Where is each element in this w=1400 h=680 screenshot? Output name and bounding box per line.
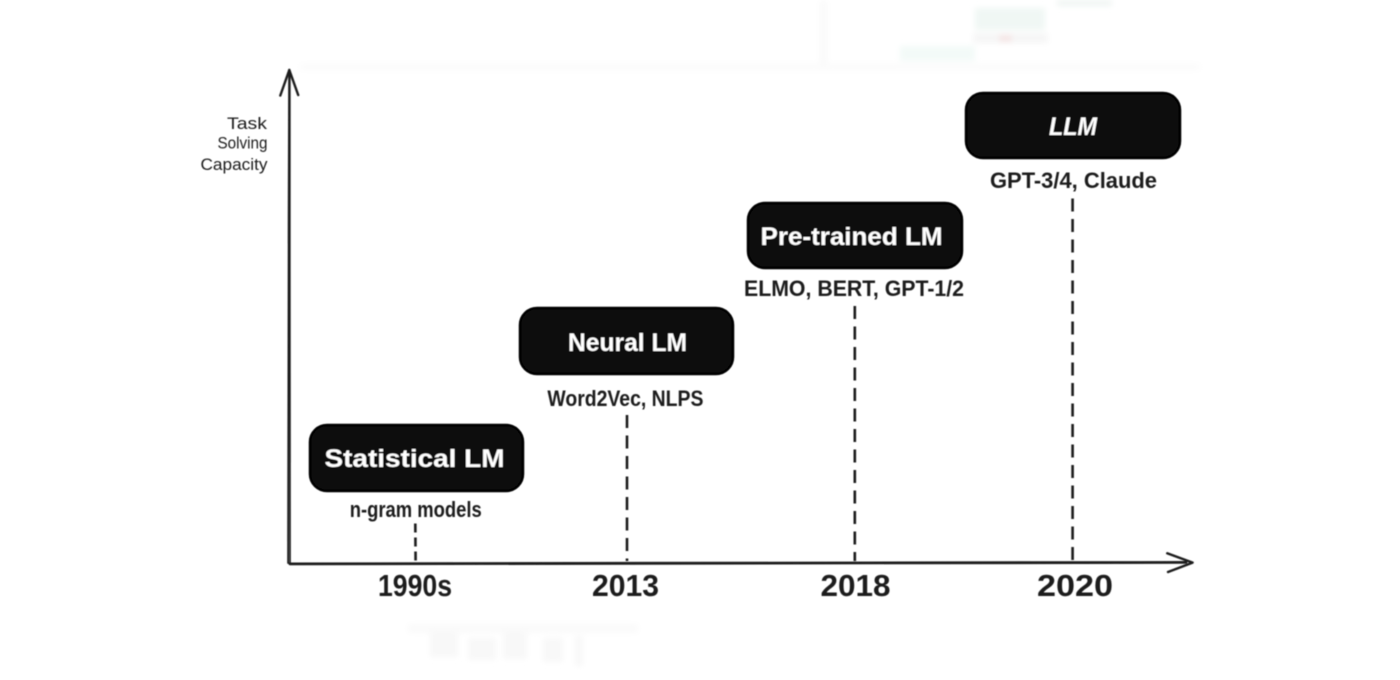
svg-text:Statistical LM: Statistical LM (325, 445, 505, 473)
svg-text:Solving: Solving (218, 134, 268, 153)
svg-text:ELMO, BERT, GPT-1/2: ELMO, BERT, GPT-1/2 (744, 276, 964, 301)
svg-text:Capacity: Capacity (201, 155, 269, 174)
svg-text:Pre-trained LM: Pre-trained LM (761, 223, 943, 251)
svg-text:LLM: LLM (1049, 113, 1098, 141)
svg-text:2013: 2013 (592, 568, 659, 603)
svg-text:n-gram models: n-gram models (350, 497, 482, 522)
svg-text:2020: 2020 (1037, 568, 1113, 603)
svg-text:GPT-3/4, Claude: GPT-3/4, Claude (990, 168, 1157, 193)
svg-text:Task: Task (227, 114, 268, 133)
svg-text:2018: 2018 (821, 568, 891, 603)
svg-text:Word2Vec, NLPS: Word2Vec, NLPS (547, 386, 703, 411)
svg-text:1990s: 1990s (378, 568, 452, 603)
svg-text:Neural LM: Neural LM (568, 329, 687, 357)
